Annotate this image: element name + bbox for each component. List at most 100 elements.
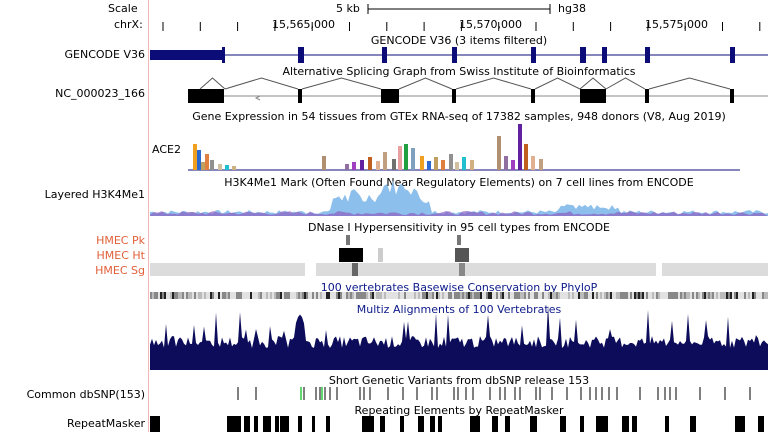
phylop-cell bbox=[294, 292, 296, 299]
track-label-repeatmasker[interactable]: RepeatMasker bbox=[67, 417, 145, 430]
gtex-tissue-bar bbox=[360, 160, 364, 170]
phylop-cell bbox=[330, 292, 332, 299]
dnase-sg-mark bbox=[459, 263, 465, 276]
dnase-signal[interactable] bbox=[150, 235, 768, 276]
track-label-hmec-sg[interactable]: HMEC Sg bbox=[95, 264, 145, 277]
track-title-gtex: Gene Expression in 54 tissues from GTEx … bbox=[192, 110, 726, 123]
track-label-splicing[interactable]: NC_000023_166 bbox=[55, 87, 145, 100]
dbsnp-variants[interactable] bbox=[237, 387, 751, 400]
phylop-cell bbox=[732, 292, 734, 299]
phylop-cell bbox=[634, 292, 636, 299]
phylop-cell bbox=[538, 292, 540, 299]
phylop-signal[interactable] bbox=[150, 292, 768, 299]
repeat-element bbox=[362, 416, 374, 432]
gtex-tissue-bar bbox=[205, 154, 209, 170]
h3k4me1-signal[interactable] bbox=[150, 180, 768, 216]
phylop-cell bbox=[596, 292, 598, 299]
phylop-cell bbox=[406, 292, 408, 299]
dnase-sg-segment bbox=[662, 263, 768, 276]
track-label-h3k4me1[interactable]: Layered H3K4Me1 bbox=[44, 188, 145, 201]
phylop-cell bbox=[438, 292, 440, 299]
gencode-gene-model[interactable] bbox=[150, 47, 768, 63]
phylop-cell bbox=[302, 292, 304, 299]
gene-exon bbox=[580, 47, 586, 63]
phylop-cell bbox=[348, 292, 350, 299]
phylop-cell bbox=[552, 292, 554, 299]
phylop-cell bbox=[504, 292, 506, 299]
phylop-cell bbox=[670, 292, 672, 299]
phylop-cell bbox=[420, 292, 422, 299]
phylop-cell bbox=[422, 292, 424, 299]
splicing-graph[interactable] bbox=[188, 77, 768, 103]
phylop-cell bbox=[458, 292, 460, 299]
phylop-cell bbox=[254, 292, 256, 299]
phylop-cell bbox=[390, 292, 392, 299]
splice-junction bbox=[534, 77, 581, 90]
phylop-cell bbox=[648, 292, 650, 299]
phylop-cell bbox=[428, 292, 430, 299]
phylop-cell bbox=[464, 292, 466, 299]
repeat-element bbox=[505, 416, 510, 432]
phylop-cell bbox=[754, 292, 756, 299]
phylop-cell bbox=[752, 292, 754, 299]
gene-exon bbox=[222, 47, 225, 63]
multiz-signal[interactable] bbox=[150, 305, 768, 370]
phylop-cell bbox=[556, 292, 558, 299]
phylop-cell bbox=[306, 292, 308, 299]
ruler-assembly-label: hg38 bbox=[558, 2, 586, 15]
splice-exon-block bbox=[730, 89, 734, 103]
track-label-dbsnp[interactable]: Common dbSNP(153) bbox=[26, 388, 145, 401]
repeat-element bbox=[622, 416, 629, 432]
gtex-tissue-bar bbox=[411, 148, 415, 170]
phylop-cell bbox=[568, 292, 570, 299]
phylop-cell bbox=[654, 292, 656, 299]
phylop-cell bbox=[512, 292, 514, 299]
phylop-cell bbox=[158, 292, 160, 299]
gtex-tissue-bar bbox=[201, 162, 205, 170]
phylop-cell bbox=[268, 292, 270, 299]
h3k4me1-area bbox=[150, 211, 768, 216]
phylop-cell bbox=[724, 292, 726, 299]
gtex-expression-bars[interactable] bbox=[188, 124, 740, 171]
phylop-cell bbox=[578, 292, 580, 299]
phylop-cell bbox=[194, 292, 196, 299]
phylop-cell bbox=[490, 292, 492, 299]
phylop-cell bbox=[456, 292, 458, 299]
phylop-cell bbox=[398, 292, 400, 299]
phylop-cell bbox=[480, 292, 482, 299]
phylop-cell bbox=[682, 292, 684, 299]
phylop-cell bbox=[638, 292, 640, 299]
track-title-dnase: DNase I Hypersensitivity in 95 cell type… bbox=[307, 221, 611, 234]
phylop-cell bbox=[688, 292, 690, 299]
gtex-tissue-bar bbox=[383, 152, 387, 170]
phylop-cell bbox=[502, 292, 504, 299]
phylop-cell bbox=[564, 292, 566, 299]
phylop-cell bbox=[442, 292, 444, 299]
phylop-cell bbox=[278, 292, 280, 299]
phylop-cell bbox=[692, 292, 694, 299]
phylop-cell bbox=[434, 292, 436, 299]
phylop-cell bbox=[184, 292, 186, 299]
gtex-tissue-bar bbox=[345, 164, 349, 170]
track-label-hmec-ht[interactable]: HMEC Ht bbox=[96, 249, 145, 262]
track-label-hmec-pk[interactable]: HMEC Pk bbox=[96, 234, 145, 247]
phylop-cell bbox=[374, 292, 376, 299]
phylop-cell bbox=[380, 292, 382, 299]
phylop-cell bbox=[534, 292, 536, 299]
phylop-cell bbox=[366, 292, 368, 299]
phylop-cell bbox=[350, 292, 352, 299]
gtex-tissue-bar bbox=[193, 144, 197, 170]
phylop-cell bbox=[636, 292, 638, 299]
repeat-element bbox=[418, 416, 424, 432]
phylop-cell bbox=[662, 292, 664, 299]
repeatmasker-elements[interactable] bbox=[150, 416, 764, 432]
ruler-coord-1: 15,565,000 bbox=[272, 18, 335, 31]
track-label-gencode[interactable]: GENCODE V36 bbox=[64, 48, 145, 61]
gtex-tissue-bar bbox=[197, 150, 201, 170]
phylop-cell bbox=[264, 292, 266, 299]
gtex-tissue-bar bbox=[352, 162, 356, 170]
splice-direction-mark bbox=[254, 95, 261, 101]
phylop-cell bbox=[214, 292, 216, 299]
phylop-cell bbox=[430, 292, 432, 299]
